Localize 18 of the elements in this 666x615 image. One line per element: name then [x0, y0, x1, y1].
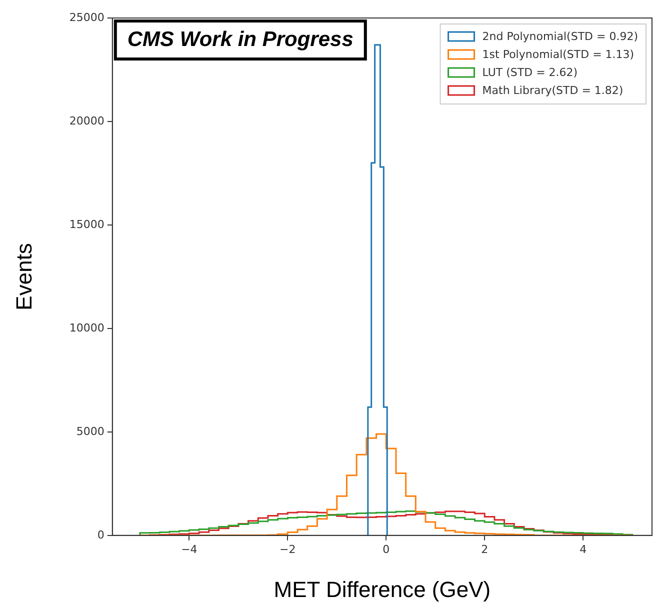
y-tick-label: 0: [97, 528, 104, 542]
legend-label: Math Library(STD = 1.82): [482, 84, 624, 97]
x-tick-label: 0: [382, 542, 390, 556]
x-tick-label: −4: [181, 542, 198, 556]
legend-label: 1st Polynomial(STD = 1.13): [482, 48, 634, 61]
legend-label: LUT (STD = 2.62): [482, 66, 578, 79]
y-tick-label: 5000: [76, 424, 104, 438]
x-tick-label: 4: [580, 542, 587, 556]
annotation: CMS Work in Progress: [127, 28, 354, 51]
y-tick-label: 15000: [69, 218, 104, 231]
y-axis-title: Events: [11, 243, 36, 310]
x-tick-label: −2: [280, 542, 296, 556]
y-tick-label: 10000: [69, 321, 104, 334]
y-tick-label: 25000: [69, 10, 104, 24]
y-tick-label: 20000: [69, 114, 104, 128]
x-axis-title: MET Difference (GeV): [274, 576, 491, 602]
x-tick-label: 2: [481, 542, 488, 556]
legend-label: 2nd Polynomial(STD = 0.92): [482, 30, 638, 43]
